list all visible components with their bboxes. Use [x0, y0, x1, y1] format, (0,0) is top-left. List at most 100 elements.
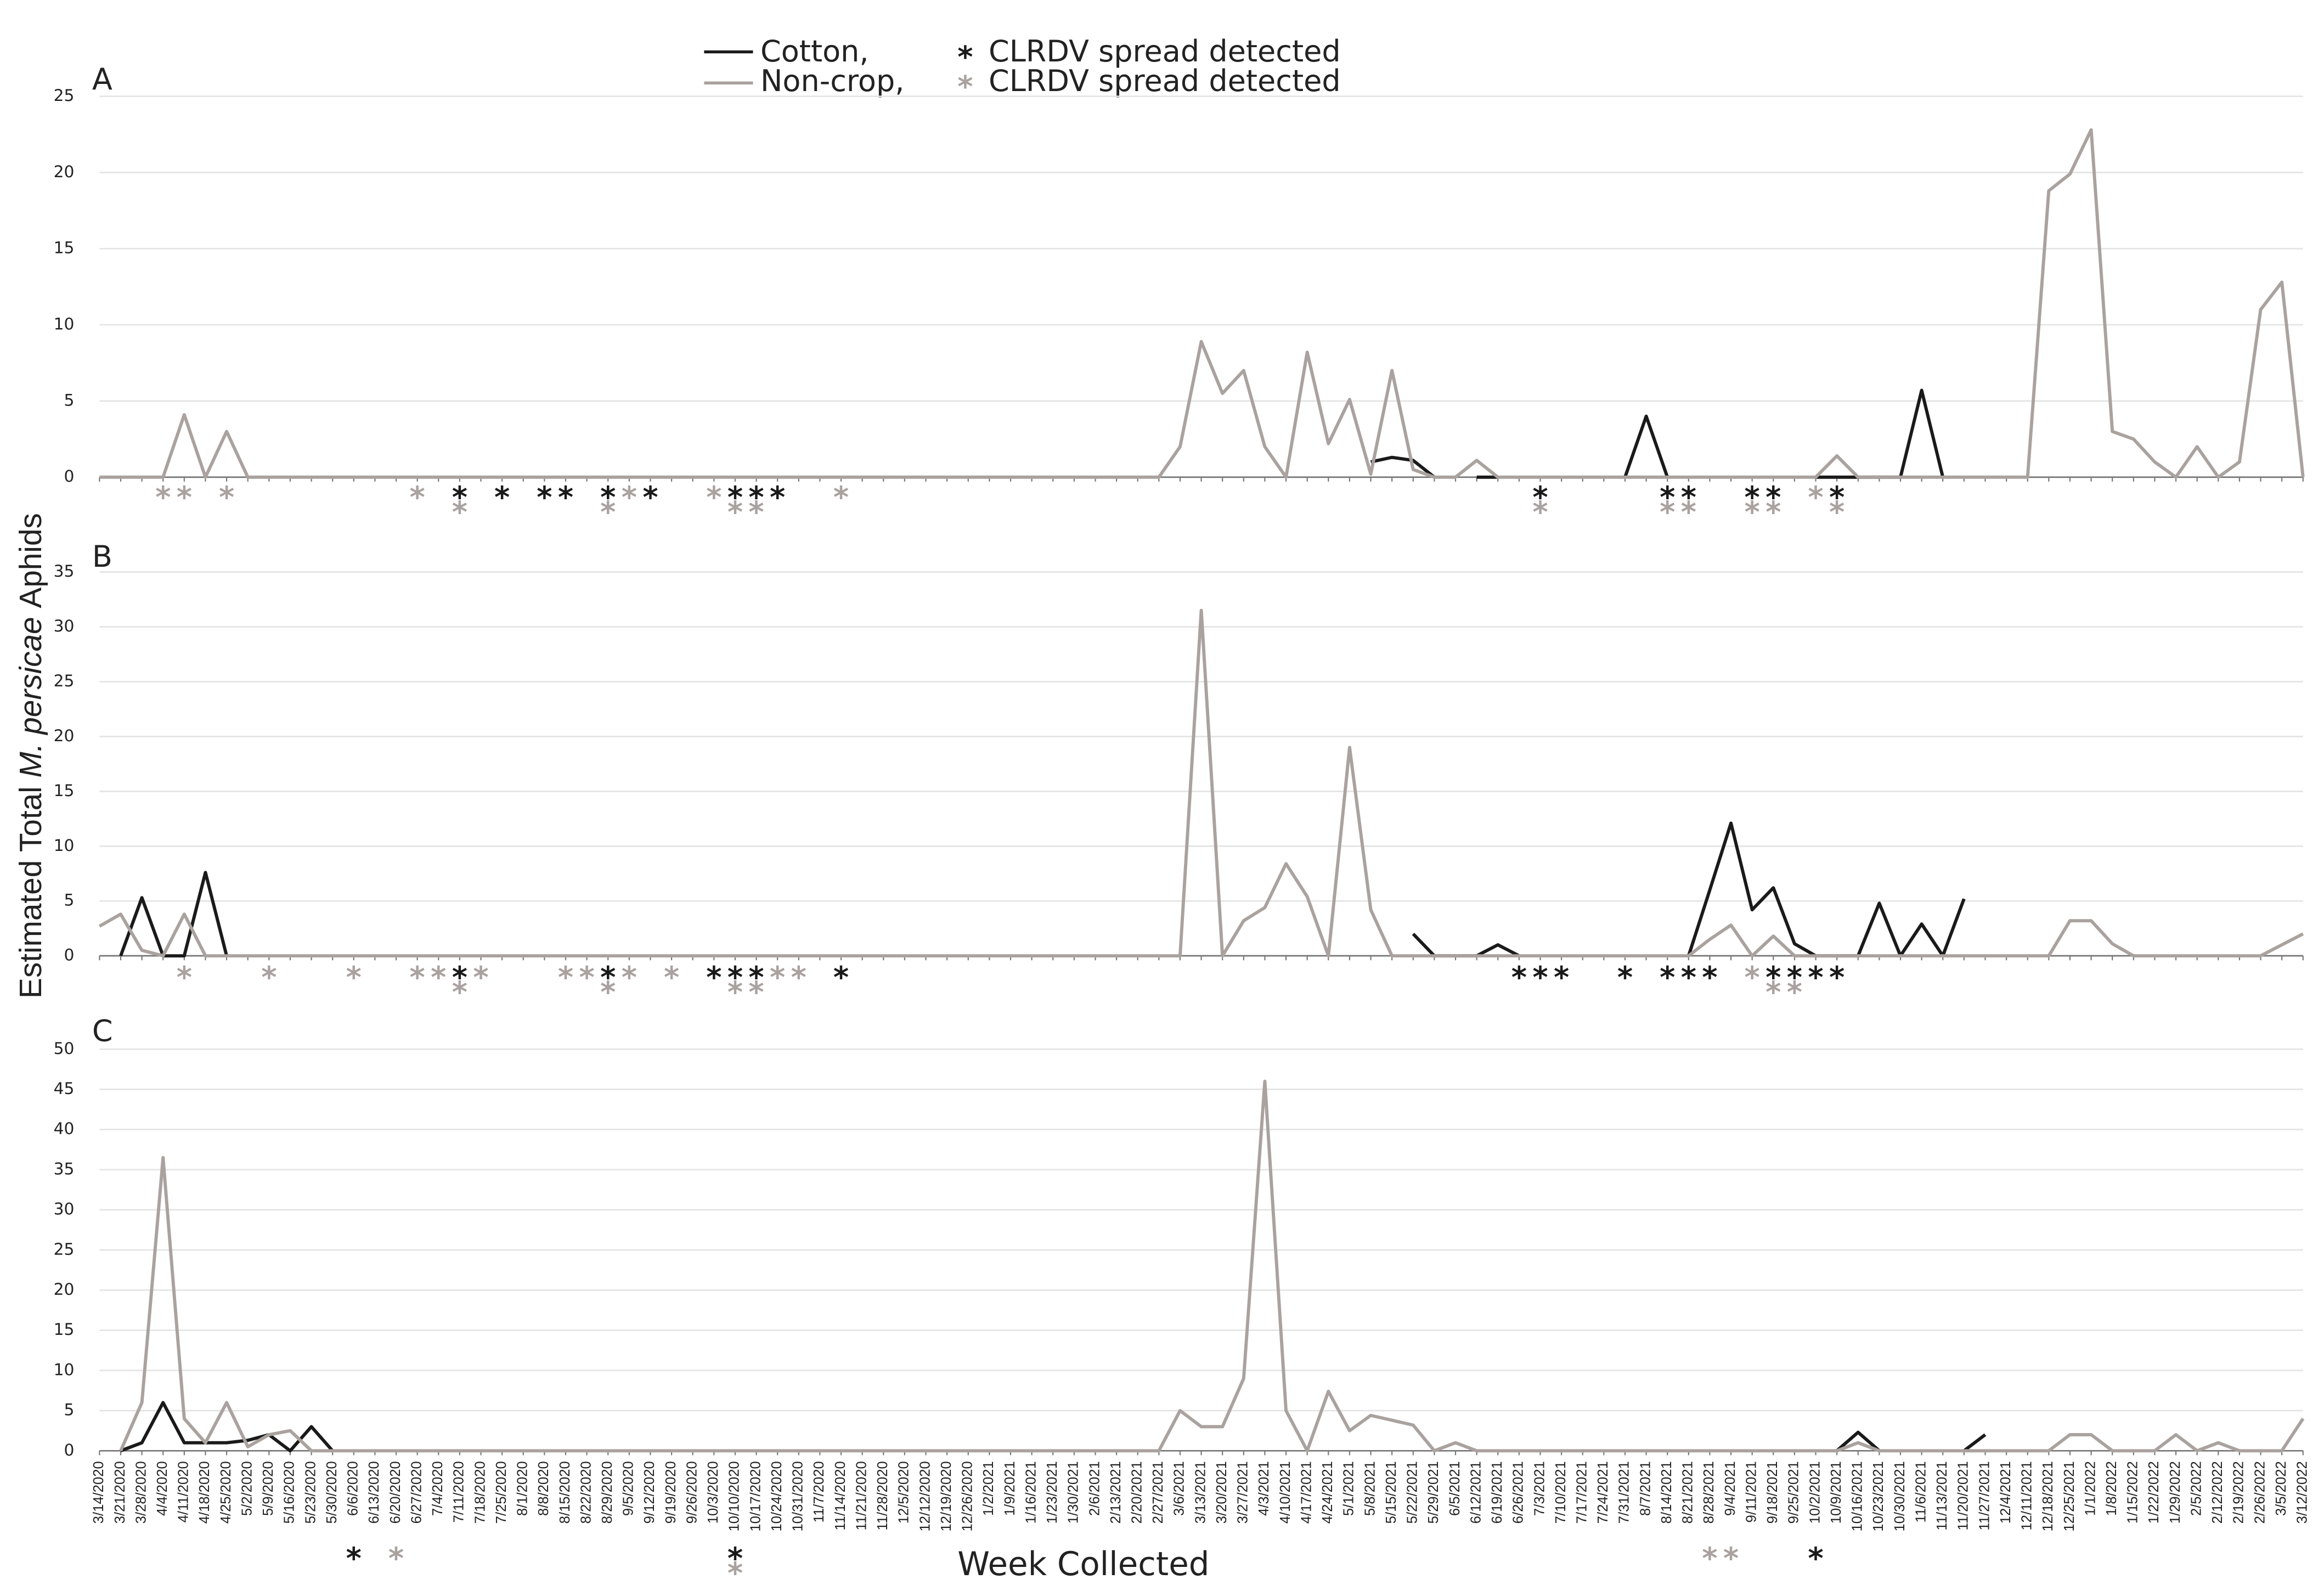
y-tick-label: 25 — [54, 672, 75, 691]
x-tick-label: 10/10/2020 — [727, 1461, 742, 1531]
y-tick-label: 15 — [54, 1320, 75, 1339]
spread-marker: * — [1511, 960, 1527, 995]
x-tick-label: 10/30/2021 — [1892, 1461, 1908, 1531]
spread-marker: * — [1660, 495, 1675, 529]
legend-label: Cotton, — [760, 34, 869, 69]
x-tick-label: 12/4/2021 — [1998, 1461, 2013, 1524]
y-label-part: Aphids — [14, 513, 48, 608]
x-tick-label: 3/5/2022 — [2274, 1461, 2289, 1516]
x-tick-label: 3/12/2022 — [2295, 1461, 2310, 1524]
spread-marker: * — [388, 1541, 404, 1576]
spread-marker: * — [600, 975, 616, 1010]
x-tick-label: 10/17/2020 — [748, 1461, 763, 1531]
spread-marker: * — [1681, 480, 1696, 515]
x-tick-label: 9/25/2021 — [1786, 1461, 1802, 1524]
x-tick-label: 4/25/2020 — [218, 1461, 234, 1524]
x-tick-label: 2/19/2022 — [2231, 1461, 2247, 1524]
y-tick-label: 5 — [64, 891, 75, 910]
x-tick-label: 5/30/2020 — [324, 1461, 340, 1524]
x-tick-label: 4/11/2020 — [176, 1461, 191, 1522]
x-tick-label: 1/8/2022 — [2104, 1461, 2119, 1516]
y-tick-label: 0 — [64, 946, 75, 965]
spread-marker: * — [1702, 960, 1717, 995]
spread-marker: * — [1723, 1541, 1739, 1576]
x-tick-label: 11/27/2021 — [1977, 1461, 1992, 1530]
x-tick-label: 10/23/2021 — [1871, 1461, 1886, 1531]
x-tick-label: 6/26/2021 — [1511, 1461, 1526, 1524]
spread-marker: * — [452, 975, 467, 1010]
spread-marker: * — [346, 960, 362, 995]
series-line — [120, 1401, 1987, 1453]
x-tick-label: 6/12/2021 — [1468, 1461, 1483, 1524]
spread-marker: * — [622, 960, 637, 995]
spread-marker: * — [1765, 495, 1781, 529]
x-tick-label: 7/3/2021 — [1532, 1461, 1547, 1516]
x-tick-label: 1/2/2021 — [981, 1461, 996, 1516]
y-tick-label: 50 — [54, 1039, 75, 1058]
spread-marker: * — [1765, 960, 1781, 995]
series-line — [99, 128, 2305, 479]
y-axis-label: Estimated Total M. persicae Aphids — [14, 513, 48, 999]
spread-marker: * — [1702, 1541, 1717, 1576]
spread-marker: * — [155, 480, 171, 515]
spread-marker: * — [431, 960, 446, 995]
y-tick-label: 10 — [54, 836, 75, 855]
panel-label: B — [92, 539, 112, 574]
legend-symbol: * — [957, 40, 973, 75]
y-tick-label: 20 — [54, 1280, 75, 1299]
x-tick-label: 1/23/2021 — [1045, 1461, 1060, 1524]
spread-marker: * — [558, 960, 573, 995]
y-tick-label: 5 — [64, 391, 75, 410]
x-tick-label: 6/6/2020 — [346, 1461, 361, 1516]
x-tick-label: 3/28/2020 — [133, 1461, 149, 1524]
x-tick-label: 11/20/2021 — [1956, 1461, 1971, 1530]
x-tick-label: 8/22/2020 — [578, 1461, 594, 1524]
spread-marker: * — [1532, 495, 1548, 529]
x-tick-label: 4/17/2021 — [1299, 1461, 1314, 1524]
x-tick-label: 3/14/2020 — [91, 1461, 106, 1524]
spread-marker: * — [1808, 480, 1823, 515]
x-tick-label: 11/14/2020 — [833, 1461, 848, 1530]
spread-marker: * — [1829, 480, 1844, 515]
x-tick-label: 11/28/2020 — [875, 1461, 890, 1530]
x-tick-label: 9/11/2021 — [1744, 1461, 1759, 1522]
x-tick-label: 10/3/2020 — [706, 1461, 721, 1524]
x-tick-label: 9/12/2020 — [642, 1461, 657, 1524]
y-label-part: M. persicae — [14, 617, 48, 777]
x-tick-label: 4/10/2021 — [1278, 1461, 1293, 1524]
spread-marker: * — [1617, 960, 1633, 995]
spread-marker: * — [473, 960, 488, 995]
spread-marker: * — [410, 960, 425, 995]
spread-marker: * — [261, 960, 277, 995]
x-tick-label: 5/22/2021 — [1405, 1461, 1420, 1524]
spread-marker: * — [727, 495, 743, 529]
x-tick-label: 1/16/2021 — [1023, 1461, 1039, 1524]
spread-marker: * — [177, 960, 192, 995]
x-tick-label: 12/19/2020 — [939, 1461, 954, 1531]
spread-marker: * — [558, 480, 573, 515]
x-tick-label: 5/15/2021 — [1384, 1461, 1399, 1524]
spread-marker: * — [727, 1556, 743, 1591]
y-label-part: Estimated Total — [14, 786, 48, 999]
spread-marker: * — [600, 960, 616, 995]
x-tick-label: 4/3/2021 — [1256, 1461, 1272, 1516]
spread-marker: * — [706, 960, 721, 995]
y-tick-label: 10 — [54, 1360, 75, 1379]
x-tick-label: 12/18/2021 — [2040, 1461, 2056, 1531]
x-tick-label: 7/11/2020 — [452, 1461, 467, 1522]
x-tick-label: 11/13/2021 — [1934, 1461, 1950, 1530]
spread-marker: * — [410, 480, 425, 515]
x-tick-label: 8/15/2020 — [557, 1461, 573, 1524]
y-tick-label: 35 — [54, 1159, 75, 1178]
y-tick-label: 40 — [54, 1119, 75, 1138]
x-tick-label: 2/5/2022 — [2188, 1461, 2204, 1516]
x-tick-label: 9/4/2021 — [1723, 1461, 1738, 1516]
x-tick-label: 1/1/2022 — [2083, 1461, 2098, 1516]
x-tick-label: 7/24/2021 — [1595, 1461, 1611, 1524]
legend-label: Non-crop, — [760, 64, 904, 98]
x-tick-label: 9/5/2020 — [621, 1461, 636, 1516]
spread-marker: * — [600, 480, 616, 515]
x-tick-label: 8/1/2020 — [515, 1461, 531, 1516]
